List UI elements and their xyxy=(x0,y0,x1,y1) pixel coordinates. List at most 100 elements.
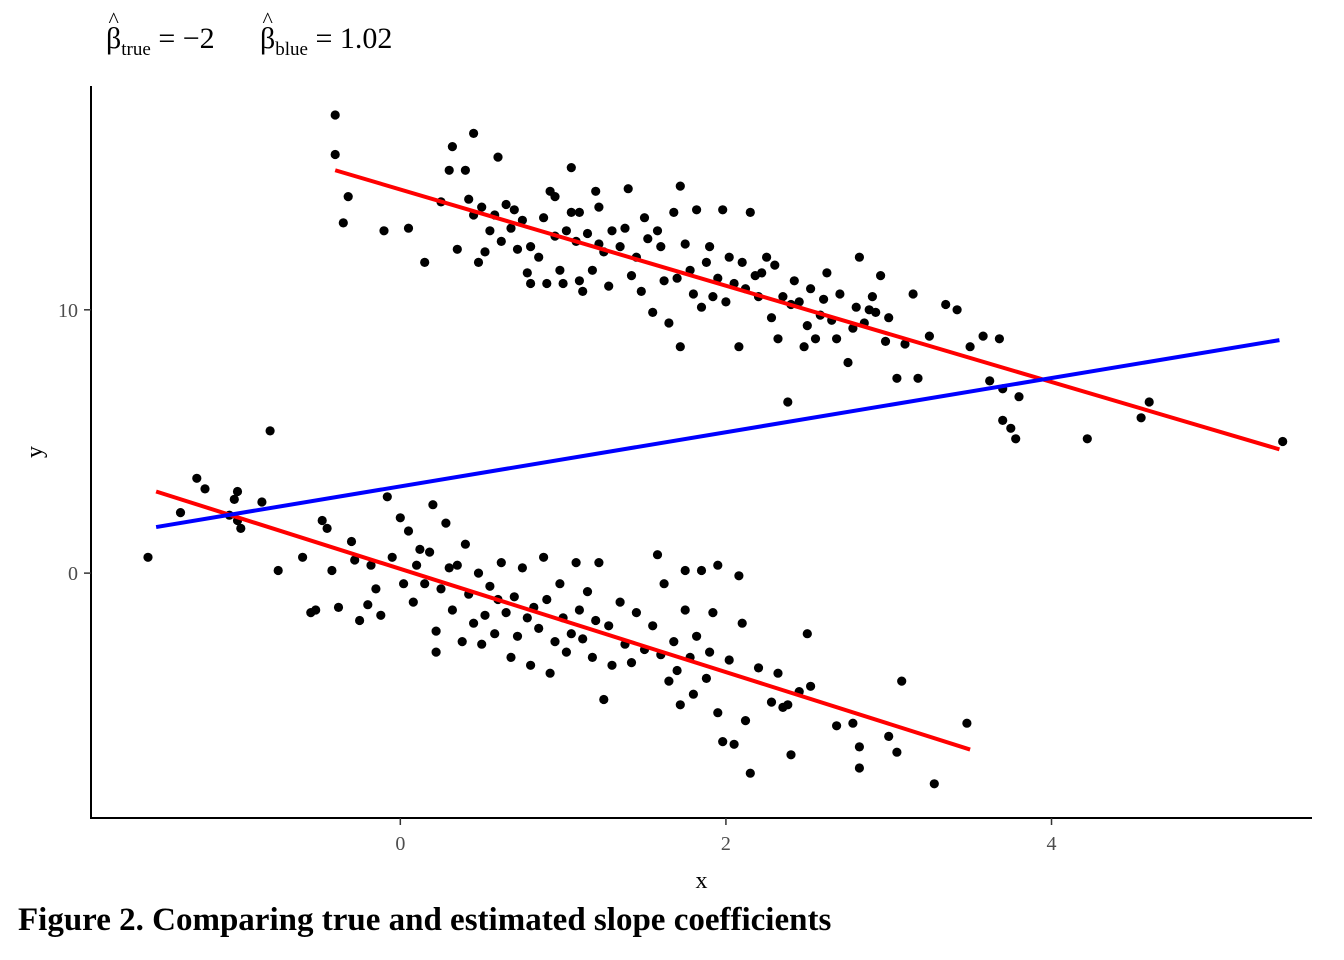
data-point xyxy=(415,544,425,555)
data-point xyxy=(526,278,536,289)
data-point xyxy=(501,608,511,618)
data-point xyxy=(892,373,902,383)
data-point xyxy=(913,373,923,383)
beta-letter: β xyxy=(260,22,276,55)
data-point xyxy=(578,634,588,644)
data-point xyxy=(582,228,593,239)
data-point xyxy=(327,565,337,576)
data-point xyxy=(978,331,988,341)
data-point xyxy=(1014,392,1024,402)
data-point xyxy=(789,276,799,286)
data-point xyxy=(680,565,690,576)
data-point xyxy=(457,637,467,647)
x-tick-label: 2 xyxy=(721,833,731,855)
data-point xyxy=(1136,413,1146,423)
data-point xyxy=(724,252,734,262)
data-point xyxy=(561,226,572,236)
data-point xyxy=(582,587,593,597)
data-point xyxy=(696,302,707,312)
data-point xyxy=(652,550,663,560)
data-point xyxy=(766,313,777,323)
data-point xyxy=(534,252,544,262)
data-point xyxy=(680,239,690,249)
data-point xyxy=(566,629,576,639)
data-point xyxy=(851,302,861,312)
data-point xyxy=(998,415,1008,425)
data-point xyxy=(867,292,878,302)
data-point xyxy=(517,563,528,573)
data-point xyxy=(578,286,588,296)
data-point xyxy=(664,318,674,328)
data-point xyxy=(773,668,783,678)
data-point xyxy=(387,552,397,562)
data-point xyxy=(447,605,457,615)
data-point xyxy=(473,257,484,267)
data-point xyxy=(330,110,340,120)
data-point xyxy=(376,610,386,620)
data-point xyxy=(876,271,886,281)
data-point xyxy=(745,768,755,778)
data-point xyxy=(501,199,511,210)
data-point xyxy=(786,750,796,760)
data-point xyxy=(566,207,576,217)
data-point xyxy=(985,376,995,386)
data-point xyxy=(819,294,829,304)
data-point xyxy=(854,252,865,262)
data-point xyxy=(802,629,812,639)
data-point xyxy=(843,357,853,368)
beta-blue-equation: ^ βblue = 1.02 xyxy=(260,7,392,61)
data-point xyxy=(822,268,832,278)
data-point xyxy=(929,779,939,789)
data-point xyxy=(648,621,658,631)
data-point xyxy=(350,555,360,565)
data-point xyxy=(550,192,560,202)
data-point xyxy=(343,192,353,202)
data-point xyxy=(355,615,365,626)
data-point xyxy=(696,565,707,576)
data-point xyxy=(631,608,642,618)
data-point xyxy=(555,265,565,275)
data-point xyxy=(892,747,902,757)
data-point xyxy=(1011,434,1021,444)
data-point xyxy=(848,718,858,728)
data-point xyxy=(574,207,585,217)
data-point xyxy=(908,289,918,299)
data-point xyxy=(594,558,604,568)
data-point xyxy=(591,186,601,196)
data-point xyxy=(587,652,598,663)
data-point xyxy=(962,718,972,728)
data-point xyxy=(143,552,153,562)
data-point xyxy=(626,658,637,668)
data-point xyxy=(659,579,669,589)
data-point xyxy=(464,194,474,204)
data-point xyxy=(737,257,747,267)
data-point xyxy=(708,292,718,302)
data-point xyxy=(900,339,910,349)
data-point xyxy=(965,342,975,352)
data-point xyxy=(729,739,739,749)
data-point xyxy=(506,223,516,233)
data-point xyxy=(854,742,865,752)
data-point xyxy=(236,523,246,534)
data-point xyxy=(806,681,816,691)
figure-caption: Figure 2. Comparing true and estimated s… xyxy=(18,902,832,938)
data-point xyxy=(626,271,637,281)
data-point xyxy=(623,184,633,194)
data-point xyxy=(545,668,555,678)
data-point xyxy=(734,342,744,352)
y-tick-label: 0 xyxy=(68,563,78,585)
data-point xyxy=(512,244,523,254)
data-point xyxy=(884,313,894,323)
data-point xyxy=(192,473,202,483)
data-point xyxy=(701,673,712,684)
data-point xyxy=(452,560,462,570)
data-point xyxy=(496,236,506,246)
data-point xyxy=(333,602,344,613)
data-point xyxy=(322,523,332,534)
data-point xyxy=(257,497,267,507)
data-point xyxy=(477,639,487,649)
data-point xyxy=(599,694,609,705)
data-point xyxy=(753,663,764,673)
data-point xyxy=(675,181,685,191)
data-point xyxy=(496,558,506,568)
